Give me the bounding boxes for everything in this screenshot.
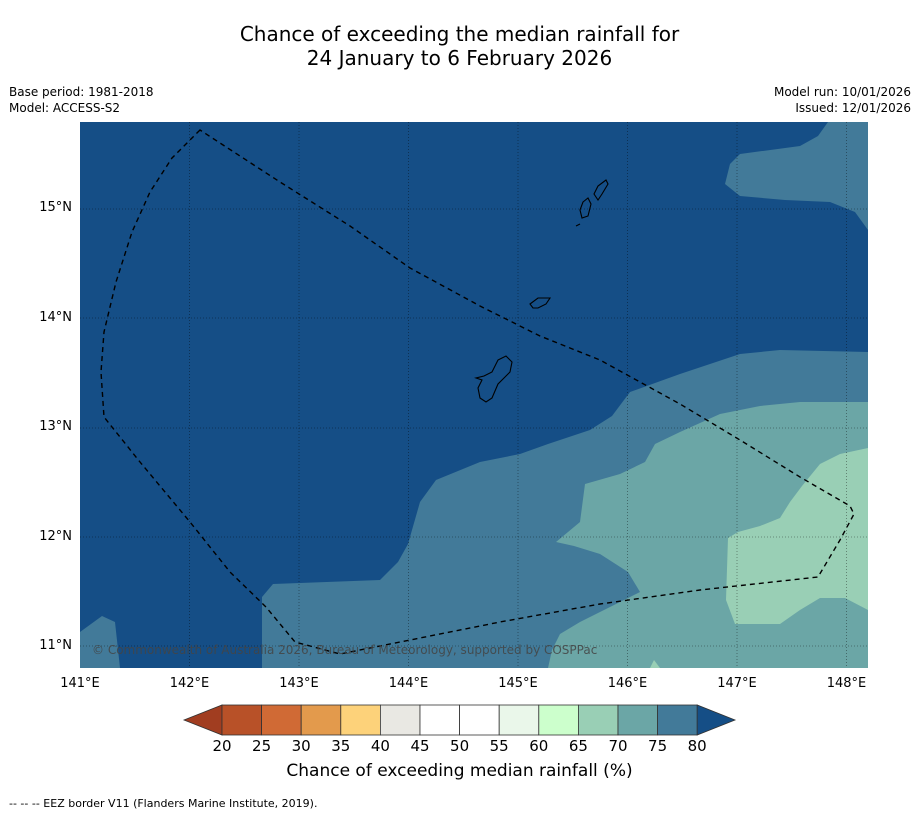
colorbar-75-80 bbox=[657, 704, 698, 736]
cb-label-55: 55 bbox=[489, 737, 509, 755]
x-tick-145: 145°E bbox=[498, 676, 538, 691]
x-tick-142: 142°E bbox=[169, 676, 210, 691]
colorbar-65-70 bbox=[577, 704, 619, 736]
island-aguijan bbox=[575, 223, 581, 227]
region-75-80-nw bbox=[725, 122, 868, 230]
model-run: Model run: 10/01/2026 bbox=[773, 85, 911, 99]
eez-legend-note: -- -- -- EEZ border V11 (Flanders Marine… bbox=[9, 797, 318, 810]
cb-label-75: 75 bbox=[648, 737, 668, 755]
map-panel[interactable]: © Commonwealth of Australia 2026, Bureau… bbox=[80, 122, 868, 668]
cb-label-45: 45 bbox=[410, 737, 430, 755]
y-tick-13: 13°N bbox=[39, 419, 72, 434]
colorbar-below-20 bbox=[182, 704, 223, 736]
y-tick-11: 11°N bbox=[39, 638, 72, 653]
copyright-notice: © Commonwealth of Australia 2026, Bureau… bbox=[92, 643, 597, 657]
colorbar-25-30 bbox=[261, 704, 302, 736]
cb-label-35: 35 bbox=[331, 737, 351, 755]
x-tick-143: 143°E bbox=[279, 676, 319, 691]
island-rota bbox=[529, 297, 552, 309]
issued-date: Issued: 12/01/2026 bbox=[795, 101, 911, 115]
colorbar-55-60 bbox=[498, 704, 540, 736]
y-tick-12: 12°N bbox=[39, 529, 72, 544]
colorbar-45-50 bbox=[419, 704, 460, 736]
title-line-2: 24 January to 6 February 2026 bbox=[306, 46, 613, 70]
colorbar-70-75 bbox=[617, 704, 658, 736]
x-tick-148: 148°E bbox=[826, 676, 867, 691]
y-tick-15: 15°N bbox=[39, 200, 72, 215]
region-65-70 bbox=[726, 448, 868, 624]
island-guam bbox=[474, 355, 513, 403]
eez-border bbox=[100, 129, 855, 655]
model-name: Model: ACCESS-S2 bbox=[9, 101, 121, 115]
cb-label-40: 40 bbox=[370, 737, 390, 755]
cb-label-65: 65 bbox=[568, 737, 588, 755]
cb-label-25: 25 bbox=[252, 737, 272, 755]
base-period: Base period: 1981-2018 bbox=[9, 85, 154, 99]
colorbar-40-45 bbox=[379, 704, 421, 736]
meta-left: Base period: 1981-2018 Model: ACCESS-S2 bbox=[9, 84, 154, 116]
colorbar-title: Chance of exceeding median rainfall (%) bbox=[286, 761, 633, 781]
island-tinian bbox=[579, 197, 592, 219]
region-75-80-sw bbox=[80, 616, 120, 668]
island-saipan bbox=[593, 179, 609, 201]
cb-label-70: 70 bbox=[608, 737, 628, 755]
colorbar-above-80 bbox=[696, 704, 737, 736]
cb-label-30: 30 bbox=[291, 737, 311, 755]
x-tick-144: 144°E bbox=[388, 676, 429, 691]
cb-label-20: 20 bbox=[212, 737, 232, 755]
region-65-70-bottom bbox=[650, 660, 660, 668]
x-tick-147: 147°E bbox=[717, 676, 757, 691]
colorbar-60-65 bbox=[538, 704, 579, 736]
cb-label-50: 50 bbox=[450, 737, 470, 755]
colorbar bbox=[182, 704, 737, 736]
y-tick-14: 14°N bbox=[39, 310, 72, 325]
x-tick-141: 141°E bbox=[60, 676, 100, 691]
colorbar-30-35 bbox=[300, 704, 342, 736]
meta-right: Model run: 10/01/2026 Issued: 12/01/2026 bbox=[774, 84, 911, 116]
title-line-1: Chance of exceeding the median rainfall … bbox=[239, 22, 680, 46]
map-title: Chance of exceeding the median rainfall … bbox=[0, 22, 919, 70]
x-tick-146: 146°E bbox=[607, 676, 648, 691]
colorbar-20-25 bbox=[221, 704, 262, 736]
map-canvas[interactable]: © Commonwealth of Australia 2026, Bureau… bbox=[80, 122, 868, 668]
colorbar-50-55 bbox=[459, 704, 500, 736]
cb-label-60: 60 bbox=[529, 737, 549, 755]
colorbar-35-40 bbox=[340, 704, 381, 736]
cb-label-80: 80 bbox=[687, 737, 707, 755]
